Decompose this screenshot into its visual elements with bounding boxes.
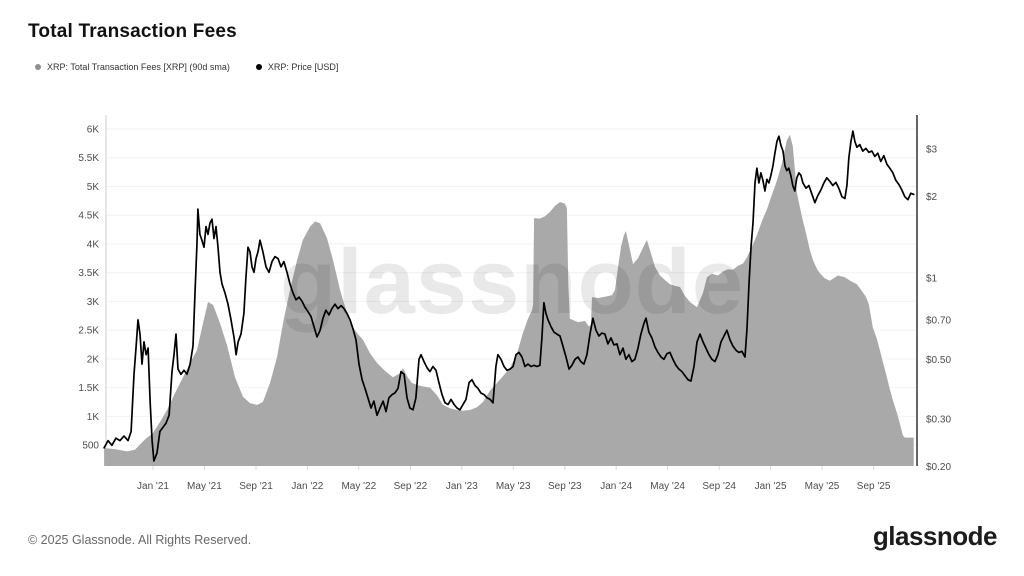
- left-axis-tick-label: 5K: [87, 182, 100, 193]
- right-axis-tick-label: $2: [926, 192, 938, 203]
- left-axis-tick-label: 2K: [87, 354, 100, 365]
- x-axis-tick-label: Sep '21: [239, 481, 273, 492]
- left-axis-tick-label: 3.5K: [78, 268, 99, 279]
- x-axis-tick-label: Sep '22: [394, 481, 428, 492]
- x-axis-tick-label: May '22: [341, 481, 376, 492]
- right-axis-tick-label: $0.30: [926, 415, 951, 426]
- x-axis-tick-label: Jan '21: [137, 481, 169, 492]
- left-axis-tick-label: 6K: [87, 125, 100, 136]
- glassnode-logo: glassnode: [872, 521, 998, 551]
- right-axis-tick-label: $0.20: [926, 462, 951, 473]
- x-axis-tick-label: May '21: [187, 481, 222, 492]
- x-axis-tick-label: Jan '24: [600, 481, 632, 492]
- right-axis-tick-label: $1: [926, 274, 938, 285]
- left-axis-tick-label: 2.5K: [78, 326, 99, 337]
- fees-series-swatch-icon: [35, 64, 41, 70]
- x-axis-tick-label: Jan '25: [755, 481, 787, 492]
- x-axis-tick-label: May '23: [496, 481, 531, 492]
- x-axis-tick-label: Jan '23: [446, 481, 478, 492]
- x-axis-tick-label: May '25: [805, 481, 840, 492]
- left-axis-tick-label: 1.5K: [78, 383, 99, 394]
- fees-area-series[interactable]: [104, 134, 914, 466]
- legend-item-fees[interactable]: XRP: Total Transaction Fees [XRP] (90d s…: [35, 62, 230, 72]
- x-axis-tick-label: Sep '24: [702, 481, 736, 492]
- page-title: Total Transaction Fees: [28, 21, 237, 42]
- price-series-label: XRP: Price [USD]: [267, 62, 339, 72]
- x-axis-tick-label: Sep '25: [857, 481, 891, 492]
- left-axis-tick-label: 1K: [87, 412, 100, 423]
- left-axis-tick-label: 5.5K: [78, 153, 99, 164]
- copyright-text: © 2025 Glassnode. All Rights Reserved.: [28, 533, 252, 547]
- left-axis-tick-label: 3K: [87, 297, 100, 308]
- x-axis-tick-label: May '24: [650, 481, 685, 492]
- right-axis-tick-label: $3: [926, 145, 938, 156]
- legend-item-price[interactable]: XRP: Price [USD]: [255, 62, 339, 72]
- x-axis-tick-label: Sep '23: [548, 481, 582, 492]
- legend: XRP: Total Transaction Fees [XRP] (90d s…: [35, 62, 338, 72]
- right-axis-tick-label: $0.50: [926, 355, 951, 366]
- fees-series-label: XRP: Total Transaction Fees [XRP] (90d s…: [47, 62, 230, 72]
- left-axis-tick-label: 500: [82, 441, 99, 452]
- price-line-series[interactable]: [103, 130, 915, 462]
- right-axis-tick-label: $0.70: [926, 315, 951, 326]
- x-axis-tick-label: Jan '22: [291, 481, 323, 492]
- left-axis-tick-label: 4K: [87, 239, 100, 250]
- price-series-swatch-icon: [255, 64, 262, 70]
- left-axis-tick-label: 4.5K: [78, 211, 99, 222]
